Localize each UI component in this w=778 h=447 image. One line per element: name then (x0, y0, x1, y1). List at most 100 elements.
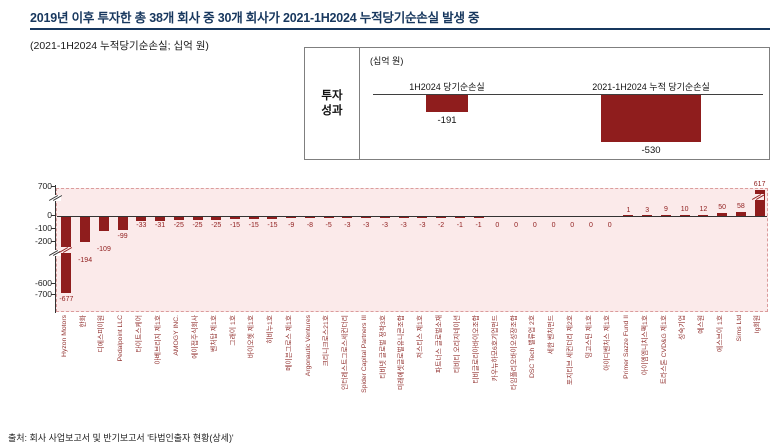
x-axis-label: 예스원 (698, 315, 706, 334)
inset-mini-chart: (십억 원) 1H2024 당기순손실 2021-1H2024 누적 당기순손실… (360, 48, 769, 159)
bar-value-label: 0 (514, 222, 518, 229)
bar (342, 217, 353, 218)
x-axis-label: Primer Sazze Fund II (623, 315, 631, 379)
x-axis-label: 티비넷 글로벌 정착3호 (379, 315, 387, 379)
y-axis-tick-label: 700 (37, 181, 52, 192)
x-axis-label: 세한 벤처펀드 (548, 315, 556, 355)
bar-break-icon (751, 194, 766, 200)
bar-value-label: 0 (495, 222, 500, 229)
bar (735, 211, 746, 216)
bar-value-label: -1 (456, 222, 463, 229)
bar-value-label: -25 (211, 222, 222, 229)
x-axis-label: 저스티스 제1호 (417, 315, 424, 359)
x-axis-label: 티비글로리아바이오조합 (473, 315, 481, 384)
x-axis-label: 벤처탑 제1호 (210, 315, 218, 352)
bar (379, 217, 390, 218)
inset-bar2-label: 2021-1H2024 누적 당기순손실 (592, 82, 710, 92)
inset-bar2-value: -530 (641, 145, 661, 156)
bar (286, 217, 297, 219)
bar (211, 217, 222, 221)
bar-value-label: -9 (288, 222, 295, 229)
bar (417, 217, 428, 218)
inset-bar-1h2024 (426, 95, 468, 112)
bar-value-label: 10 (680, 206, 689, 214)
bar-value-label: -5 (325, 222, 332, 229)
bar-value-label: 1 (626, 206, 631, 214)
bar-value-label: -3 (344, 222, 351, 229)
x-axis-labels: Hyzon Motors 한화 디에스피이원 Pedalpoint LLC 타이트스케어… (56, 315, 768, 435)
x-axis-label: Argonautic Ventures (304, 315, 312, 377)
x-axis-label: 아베브리지 제1호 (154, 315, 162, 365)
bar (192, 217, 203, 221)
bar (61, 217, 72, 294)
bar-value-label: 0 (532, 222, 537, 229)
bar-value-label: 50 (718, 203, 727, 211)
bar-value-label: -25 (192, 222, 203, 229)
bar-value-label: -2 (437, 222, 445, 229)
bar (230, 217, 240, 219)
y-axis-tick-label: -700 (34, 288, 52, 299)
x-axis-label: 타이트스케어 (135, 315, 143, 353)
bar (136, 217, 147, 222)
bar (398, 217, 409, 218)
x-axis-label: Sims Ltd (735, 315, 743, 342)
x-axis-label: 트라스톤 CVD&G 제1호 (660, 315, 668, 385)
x-axis-label: Pedalpoint LLC (117, 315, 125, 362)
bar (248, 217, 259, 219)
bar (98, 217, 109, 232)
title-underline (30, 28, 770, 30)
bar (117, 217, 128, 230)
bar-value-label: -25 (173, 222, 184, 229)
x-axis-label: Hyzon Motors (61, 315, 68, 357)
inset-bar-cumulative (601, 95, 701, 142)
x-axis-label: 인터레스트그로스세컨더리 (342, 315, 350, 391)
y-axis-tick-label: -200 (34, 236, 52, 246)
inset-axis-line (373, 94, 763, 95)
investment-performance-box: 투자 성과 (십억 원) 1H2024 당기순손실 2021-1H2024 누적… (304, 47, 770, 160)
inset-bar1-label: 1H2024 당기순손실 (409, 82, 485, 92)
bar-value-label: -8 (306, 222, 314, 229)
bar (173, 217, 184, 221)
x-axis-label: 에이접주식회사 (192, 315, 200, 359)
y-axis-tick-label: -600 (34, 278, 52, 288)
bar (436, 217, 447, 218)
bar-value-label: -15 (229, 222, 241, 229)
x-axis-label: 에스브이 1호 (716, 315, 724, 352)
bar-value-label: -1 (475, 222, 482, 229)
page-title: 2019년 이후 투자한 총 38개 회사 중 30개 회사가 2021-1H2… (30, 11, 480, 25)
bar-value-label: -31 (154, 222, 166, 229)
y-axis-tick-mark (51, 186, 56, 188)
bar-value-label: 3 (645, 206, 650, 214)
bar-value-label: 12 (699, 206, 708, 214)
y-axis-tick-mark (51, 228, 56, 229)
bar-value-label: -3 (400, 222, 407, 229)
chart-subtitle: (2021-1H2024 누적당기순손실; 십억 원) (30, 40, 209, 52)
y-axis-tick-label: -100 (34, 223, 52, 233)
x-axis-label: Ig회원 (754, 315, 762, 334)
inset-bar1-value: -191 (437, 115, 457, 126)
bar (754, 190, 765, 216)
bar (473, 217, 484, 218)
bar (267, 217, 278, 219)
axis-break-icon (48, 250, 63, 256)
bar-value-label: -33 (136, 222, 147, 229)
bar-value-label: -99 (117, 232, 128, 240)
axis-break-icon (48, 195, 63, 201)
bar-value-label: -3 (381, 222, 389, 229)
inset-row-label: 투자 성과 (305, 48, 360, 159)
bar-value-label: -194 (78, 257, 93, 265)
bar (717, 212, 728, 216)
x-axis-label: 미래에셋글로벌유니콘조합 (398, 315, 406, 391)
bar (361, 217, 372, 218)
bar (80, 217, 91, 243)
bar (623, 215, 634, 216)
x-axis-label: 한화 (79, 315, 87, 328)
y-axis-line (55, 185, 56, 313)
bar-break-icon (58, 247, 73, 253)
bar-value-label: 0 (551, 222, 556, 229)
y-axis-tick-label: 0 (47, 210, 52, 220)
x-axis-label: 카우뉴하모6호기업펀드 (491, 315, 499, 382)
bar-value-label: -3 (419, 222, 426, 229)
x-axis-label: 메이븐그로스 제1호 (285, 315, 293, 371)
bar (323, 217, 334, 218)
